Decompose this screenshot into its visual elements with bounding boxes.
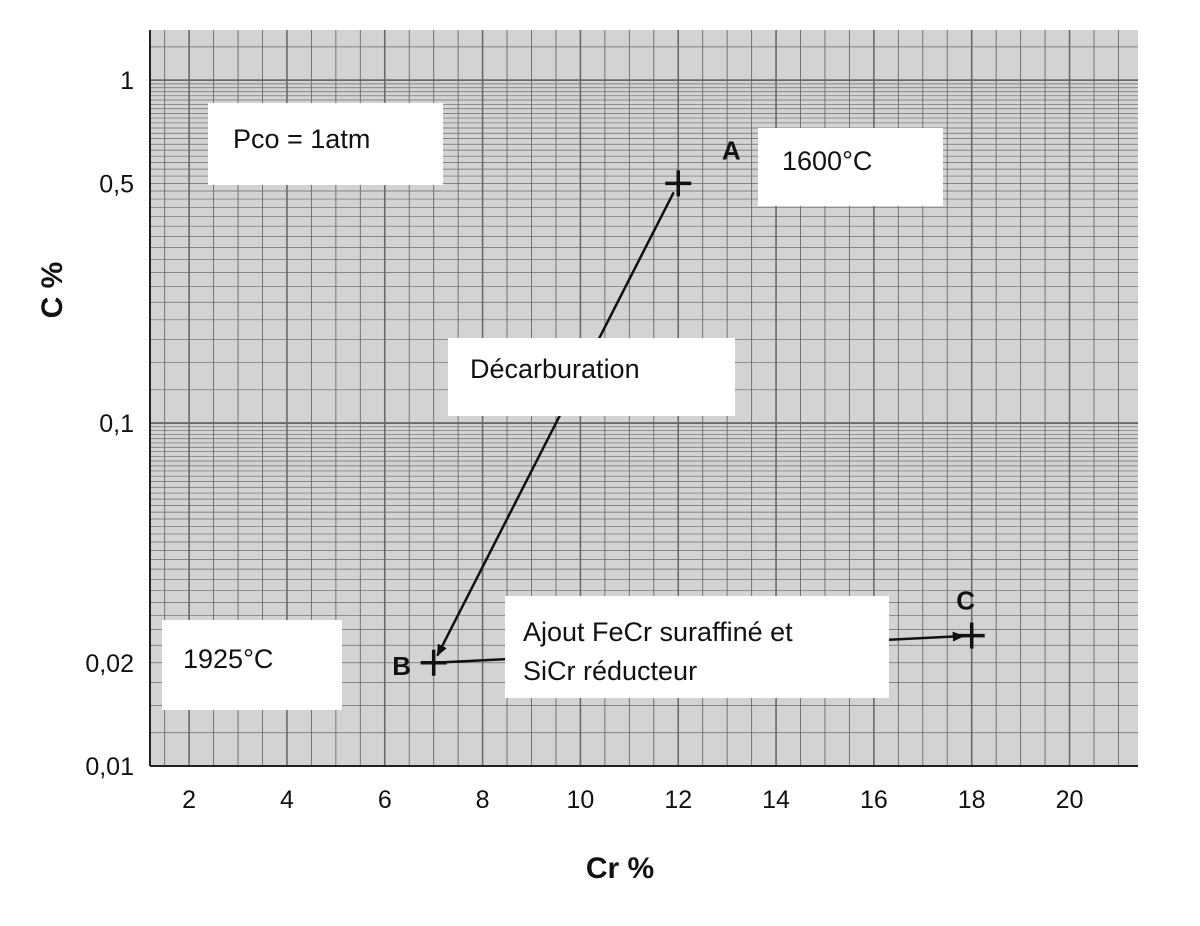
x-tick-label: 8: [476, 786, 490, 814]
pressure-annotation: Pco = 1atm: [233, 124, 370, 154]
x-tick-label: 12: [664, 786, 692, 814]
temperature-b-annotation: 1925°C: [183, 644, 273, 674]
axes: Cr % C % 2 4 6 8 10 12 14 16 18 20 0,01 0,02 0,1 0,5 1: [36, 30, 1138, 885]
x-tick-label: 14: [762, 786, 790, 814]
x-tick-label: 18: [958, 786, 986, 814]
y-tick-label: 0,1: [99, 410, 134, 438]
addition-label-box: [505, 596, 889, 698]
arrow-a-b: [436, 191, 675, 657]
point-label-a: A: [722, 135, 741, 165]
addition-annotation-line2: SiCr réducteur: [523, 656, 697, 686]
temperature-a-annotation: 1600°C: [782, 146, 872, 176]
point-label-c: C: [956, 586, 975, 616]
decarburation-annotation: Décarburation: [470, 354, 640, 384]
decarburation-label-box: [448, 338, 735, 416]
point-label-b: B: [392, 651, 411, 681]
pressure-label-box: [208, 103, 443, 185]
x-tick-label: 10: [567, 786, 595, 814]
annotations: Pco = 1atm 1600°C 1925°C Décarburation A…: [183, 124, 872, 686]
x-axis-title: Cr %: [586, 852, 654, 885]
y-axis-title: C %: [36, 262, 69, 319]
data-points: A B C: [392, 135, 985, 681]
x-tick-label: 6: [378, 786, 392, 814]
temperature-a-label-box: [758, 128, 943, 206]
y-tick-label: 0,5: [99, 170, 134, 198]
addition-annotation-line1: Ajout FeCr suraffiné et: [523, 617, 793, 647]
x-tick-label: 20: [1056, 786, 1084, 814]
x-tick-label: 16: [860, 786, 888, 814]
y-tick-label: 0,01: [85, 753, 134, 781]
temperature-b-label-box: [162, 620, 342, 710]
y-tick-label: 0,02: [85, 650, 134, 678]
x-tick-label: 4: [280, 786, 294, 814]
y-tick-label: 1: [120, 67, 134, 95]
x-tick-label: 2: [182, 786, 196, 814]
annotation-boxes: [162, 103, 943, 710]
